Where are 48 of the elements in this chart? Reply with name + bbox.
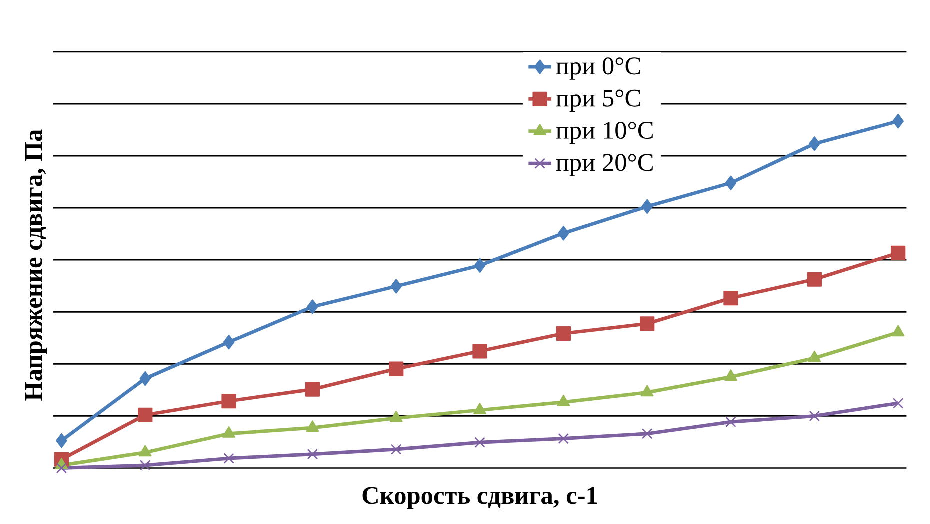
point xyxy=(808,136,820,152)
point xyxy=(558,433,570,444)
legend-label: при 10°C xyxy=(556,122,653,144)
legend-label: при 0°C xyxy=(556,58,640,80)
point xyxy=(809,410,820,422)
point xyxy=(56,462,68,474)
point xyxy=(138,445,152,457)
legend-label: при 5°C xyxy=(556,90,640,112)
point xyxy=(305,382,320,397)
point xyxy=(140,371,152,386)
legend-label: при 20°C xyxy=(556,154,653,176)
point xyxy=(390,410,403,422)
point xyxy=(474,258,486,274)
point xyxy=(140,460,151,471)
point xyxy=(307,448,318,460)
point xyxy=(390,444,402,455)
point xyxy=(726,416,736,428)
point xyxy=(306,420,320,432)
point xyxy=(640,316,655,332)
point xyxy=(138,408,153,423)
point xyxy=(474,402,486,414)
point xyxy=(892,325,905,337)
point xyxy=(724,290,738,306)
point xyxy=(556,326,572,341)
y-axis-title: Напряжение сдвига, Па xyxy=(25,130,48,401)
point xyxy=(472,344,488,359)
point xyxy=(725,176,737,190)
point xyxy=(390,279,402,294)
point xyxy=(724,370,738,382)
point xyxy=(307,300,318,314)
point xyxy=(557,395,570,406)
point xyxy=(892,114,904,129)
point xyxy=(640,385,654,397)
point xyxy=(642,199,653,214)
point xyxy=(807,272,822,287)
point xyxy=(642,428,653,440)
point xyxy=(474,437,486,448)
point xyxy=(222,426,236,438)
point xyxy=(222,394,236,409)
point xyxy=(808,350,822,362)
point xyxy=(56,434,68,448)
point xyxy=(890,246,906,261)
point xyxy=(389,362,404,376)
x-axis-title: Скорость сдвига, с-1 xyxy=(362,487,598,510)
point xyxy=(558,226,570,241)
point xyxy=(223,335,235,350)
point xyxy=(892,398,904,409)
point xyxy=(224,453,234,464)
